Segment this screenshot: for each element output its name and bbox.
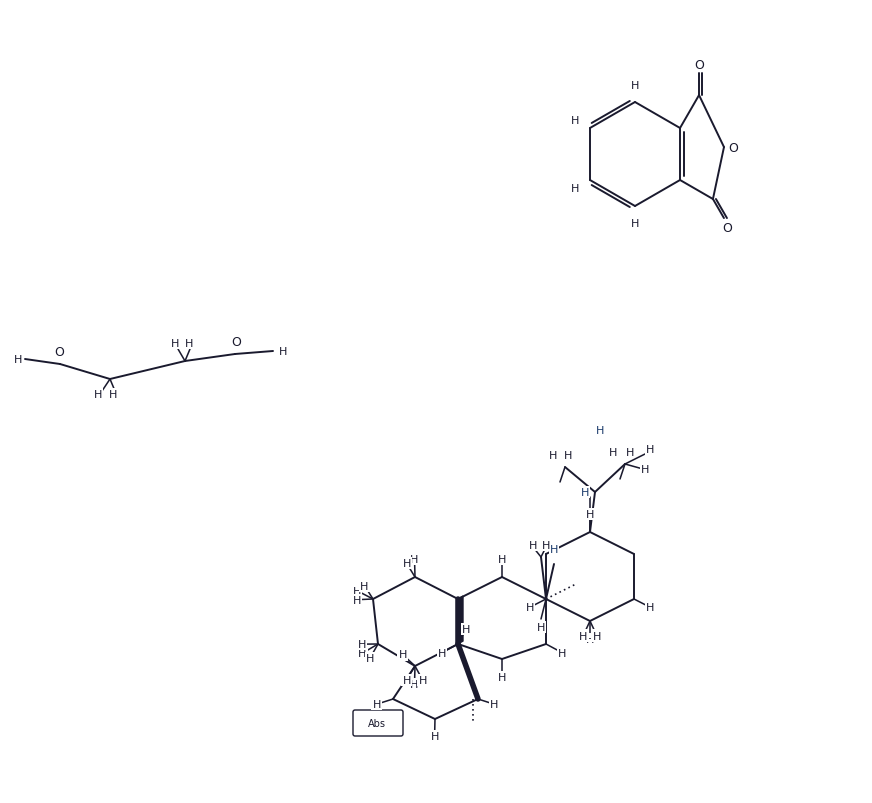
Text: H: H — [548, 450, 557, 460]
Text: H: H — [279, 347, 287, 357]
Text: H: H — [626, 447, 634, 458]
Text: O: O — [231, 336, 241, 349]
Text: H: H — [528, 540, 537, 550]
Text: H: H — [542, 540, 550, 550]
FancyBboxPatch shape — [353, 710, 403, 736]
Text: H: H — [498, 554, 506, 565]
Text: H: H — [360, 581, 369, 591]
Text: O: O — [54, 346, 64, 359]
Text: H: H — [462, 624, 470, 634]
Text: H: H — [641, 464, 649, 475]
Text: H: H — [537, 622, 545, 632]
Text: H: H — [579, 630, 588, 641]
Text: H: H — [411, 679, 419, 689]
Text: H: H — [586, 509, 594, 520]
Text: H: H — [171, 339, 179, 349]
Text: O: O — [728, 141, 738, 154]
Text: H: H — [558, 648, 566, 658]
Text: H: H — [550, 544, 558, 554]
Text: H: H — [490, 699, 499, 709]
Text: O: O — [722, 222, 732, 234]
Text: H: H — [358, 639, 366, 650]
Text: H: H — [526, 602, 535, 613]
Text: H: H — [372, 699, 381, 709]
Text: H: H — [438, 648, 446, 658]
Text: H: H — [366, 653, 374, 663]
Text: H: H — [14, 355, 22, 365]
Text: H: H — [596, 426, 604, 435]
Text: H: H — [353, 595, 361, 605]
Text: H: H — [403, 675, 411, 685]
Text: H: H — [571, 184, 579, 194]
Text: H: H — [419, 675, 426, 685]
Text: H: H — [411, 554, 419, 565]
Text: H: H — [358, 648, 367, 658]
Text: H: H — [353, 586, 361, 596]
Text: H: H — [609, 447, 617, 458]
Polygon shape — [458, 597, 463, 644]
Text: O: O — [694, 59, 704, 71]
Text: H: H — [403, 559, 411, 569]
Text: H: H — [564, 450, 572, 460]
Text: H: H — [431, 731, 439, 741]
Text: H: H — [630, 218, 639, 229]
Text: H: H — [646, 444, 654, 454]
Text: H: H — [498, 672, 506, 683]
Text: H: H — [593, 630, 601, 641]
Text: H: H — [646, 602, 654, 613]
Text: Abs: Abs — [368, 718, 386, 728]
Text: H: H — [94, 389, 102, 400]
Text: H: H — [571, 116, 579, 125]
Text: H: H — [586, 634, 594, 644]
Text: H: H — [109, 389, 117, 400]
Text: H: H — [399, 650, 406, 659]
Text: H: H — [581, 487, 589, 497]
Text: H: H — [185, 339, 194, 349]
Text: H: H — [630, 81, 639, 91]
